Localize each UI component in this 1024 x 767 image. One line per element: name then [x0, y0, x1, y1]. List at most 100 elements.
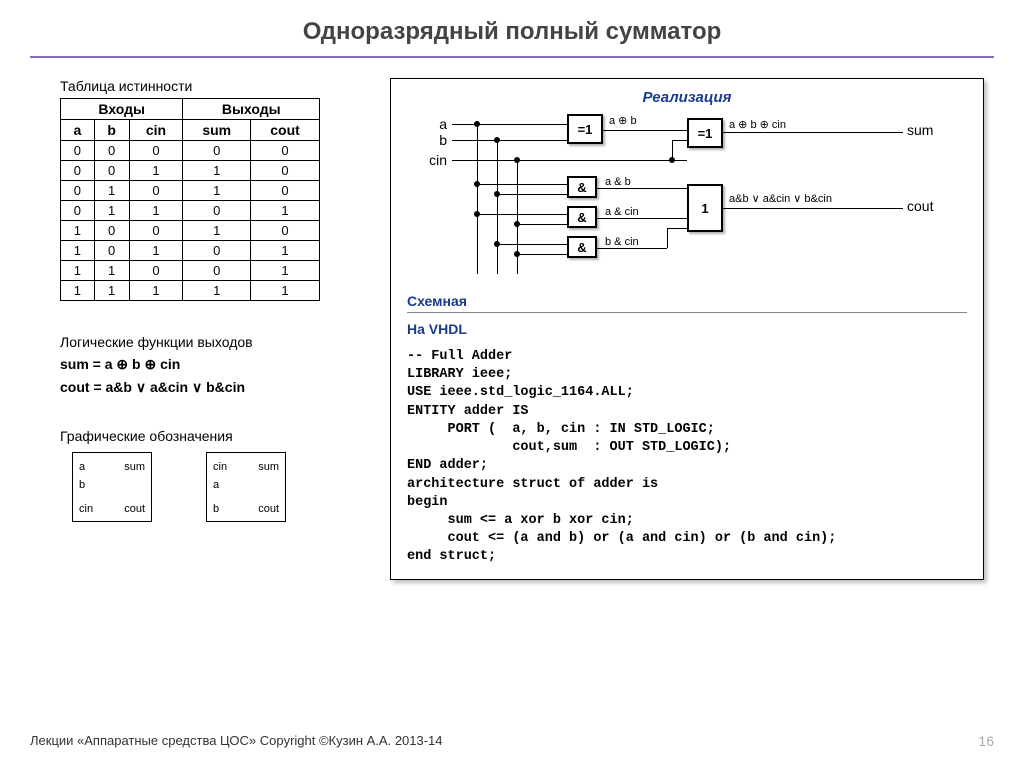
cell: 1 — [129, 281, 183, 301]
col-header: sum — [183, 120, 251, 141]
sig-xor1: a ⊕ b — [609, 114, 637, 127]
cell: 1 — [251, 241, 320, 261]
pin: cin — [79, 503, 93, 515]
pin: sum — [258, 461, 279, 473]
cell: 1 — [183, 281, 251, 301]
pin: a — [213, 479, 219, 491]
cell: 1 — [94, 201, 129, 221]
symbols-row: a b cin sum cout cin a b sum cout — [60, 452, 360, 522]
right-column: Реализация a b cin =1 a ⊕ b — [390, 78, 984, 580]
cell: 1 — [183, 221, 251, 241]
table-row: 00110 — [61, 161, 320, 181]
truth-table-label: Таблица истинности — [60, 78, 360, 94]
cell: 0 — [61, 201, 95, 221]
table-row: 00000 — [61, 141, 320, 161]
cell: 0 — [129, 221, 183, 241]
cell: 1 — [61, 241, 95, 261]
cell: 1 — [61, 221, 95, 241]
sig-xor2: a ⊕ b ⊕ cin — [729, 118, 786, 131]
vhdl-label: На VHDL — [407, 321, 967, 340]
schematic-label: Схемная — [407, 293, 967, 313]
cell: 1 — [251, 201, 320, 221]
cell: 0 — [94, 141, 129, 161]
pin: cout — [258, 503, 279, 515]
cell: 1 — [251, 281, 320, 301]
left-column: Таблица истинности Входы Выходы abcinsum… — [60, 78, 360, 580]
cell: 1 — [129, 201, 183, 221]
cell: 1 — [61, 281, 95, 301]
gate-and1: & — [567, 176, 597, 198]
symbol-box-1: a b cin sum cout — [72, 452, 152, 522]
gate-and2: & — [567, 206, 597, 228]
col-header: cin — [129, 120, 183, 141]
table-row: 11001 — [61, 261, 320, 281]
pin: b — [79, 479, 85, 491]
cell: 0 — [129, 141, 183, 161]
vhdl-code: -- Full Adder LIBRARY ieee; USE ieee.std… — [407, 348, 967, 567]
cell: 0 — [183, 241, 251, 261]
cell: 0 — [251, 161, 320, 181]
sig-and3: b & cin — [605, 236, 639, 248]
cell: 1 — [61, 261, 95, 281]
cell: 0 — [61, 181, 95, 201]
output-sum: sum — [907, 122, 933, 138]
circuit-diagram: a b cin =1 a ⊕ b =1 — [407, 112, 967, 287]
logic-functions: Логические функции выходов sum = a ⊕ b ⊕… — [60, 331, 360, 398]
cell: 1 — [183, 161, 251, 181]
cell: 0 — [183, 261, 251, 281]
pin: cin — [213, 461, 227, 473]
truth-table: Входы Выходы abcinsumcout 00000001100101… — [60, 98, 320, 301]
cell: 0 — [129, 181, 183, 201]
gate-and3: & — [567, 236, 597, 258]
content: Таблица истинности Входы Выходы abcinsum… — [0, 58, 1024, 580]
logic-sum: sum = a ⊕ b ⊕ cin — [60, 353, 360, 375]
table-row: 01101 — [61, 201, 320, 221]
cell: 1 — [129, 241, 183, 261]
table-row: 11111 — [61, 281, 320, 301]
outputs-header: Выходы — [183, 99, 320, 120]
symbols-label: Графические обозначения — [60, 428, 360, 444]
cell: 0 — [183, 201, 251, 221]
gate-xor1: =1 — [567, 114, 603, 144]
input-a: a — [417, 116, 447, 132]
logic-cout: cout = a&b ∨ a&cin ∨ b&cin — [60, 376, 360, 398]
pin: cout — [124, 503, 145, 515]
cell: 0 — [251, 181, 320, 201]
input-b: b — [417, 132, 447, 148]
page-title: Одноразрядный полный сумматор — [30, 0, 994, 58]
cell: 1 — [94, 181, 129, 201]
symbol-box-2: cin a b sum cout — [206, 452, 286, 522]
cell: 1 — [251, 261, 320, 281]
page-number: 16 — [978, 733, 994, 749]
cell: 0 — [61, 141, 95, 161]
input-cin: cin — [417, 152, 447, 168]
pin: b — [213, 503, 219, 515]
footer: Лекции «Аппаратные средства ЦОС» Copyrig… — [30, 733, 994, 749]
cell: 1 — [94, 261, 129, 281]
inputs-header: Входы — [61, 99, 183, 120]
cell: 0 — [61, 161, 95, 181]
table-row: 10101 — [61, 241, 320, 261]
realization-title: Реализация — [407, 89, 967, 106]
col-header: cout — [251, 120, 320, 141]
col-header: b — [94, 120, 129, 141]
cell: 0 — [129, 261, 183, 281]
realization-panel: Реализация a b cin =1 a ⊕ b — [390, 78, 984, 580]
cell: 0 — [251, 221, 320, 241]
cell: 1 — [94, 281, 129, 301]
sig-and2: a & cin — [605, 206, 639, 218]
output-cout: cout — [907, 198, 933, 214]
logic-label: Логические функции выходов — [60, 331, 360, 353]
sig-or1: a&b ∨ a&cin ∨ b&cin — [729, 192, 832, 205]
sig-and1: a & b — [605, 176, 631, 188]
cell: 0 — [94, 241, 129, 261]
pin: a — [79, 461, 85, 473]
cell: 0 — [94, 161, 129, 181]
cell: 1 — [183, 181, 251, 201]
cell: 1 — [129, 161, 183, 181]
table-row: 10010 — [61, 221, 320, 241]
gate-xor2: =1 — [687, 118, 723, 148]
pin: sum — [124, 461, 145, 473]
cell: 0 — [251, 141, 320, 161]
cell: 0 — [94, 221, 129, 241]
